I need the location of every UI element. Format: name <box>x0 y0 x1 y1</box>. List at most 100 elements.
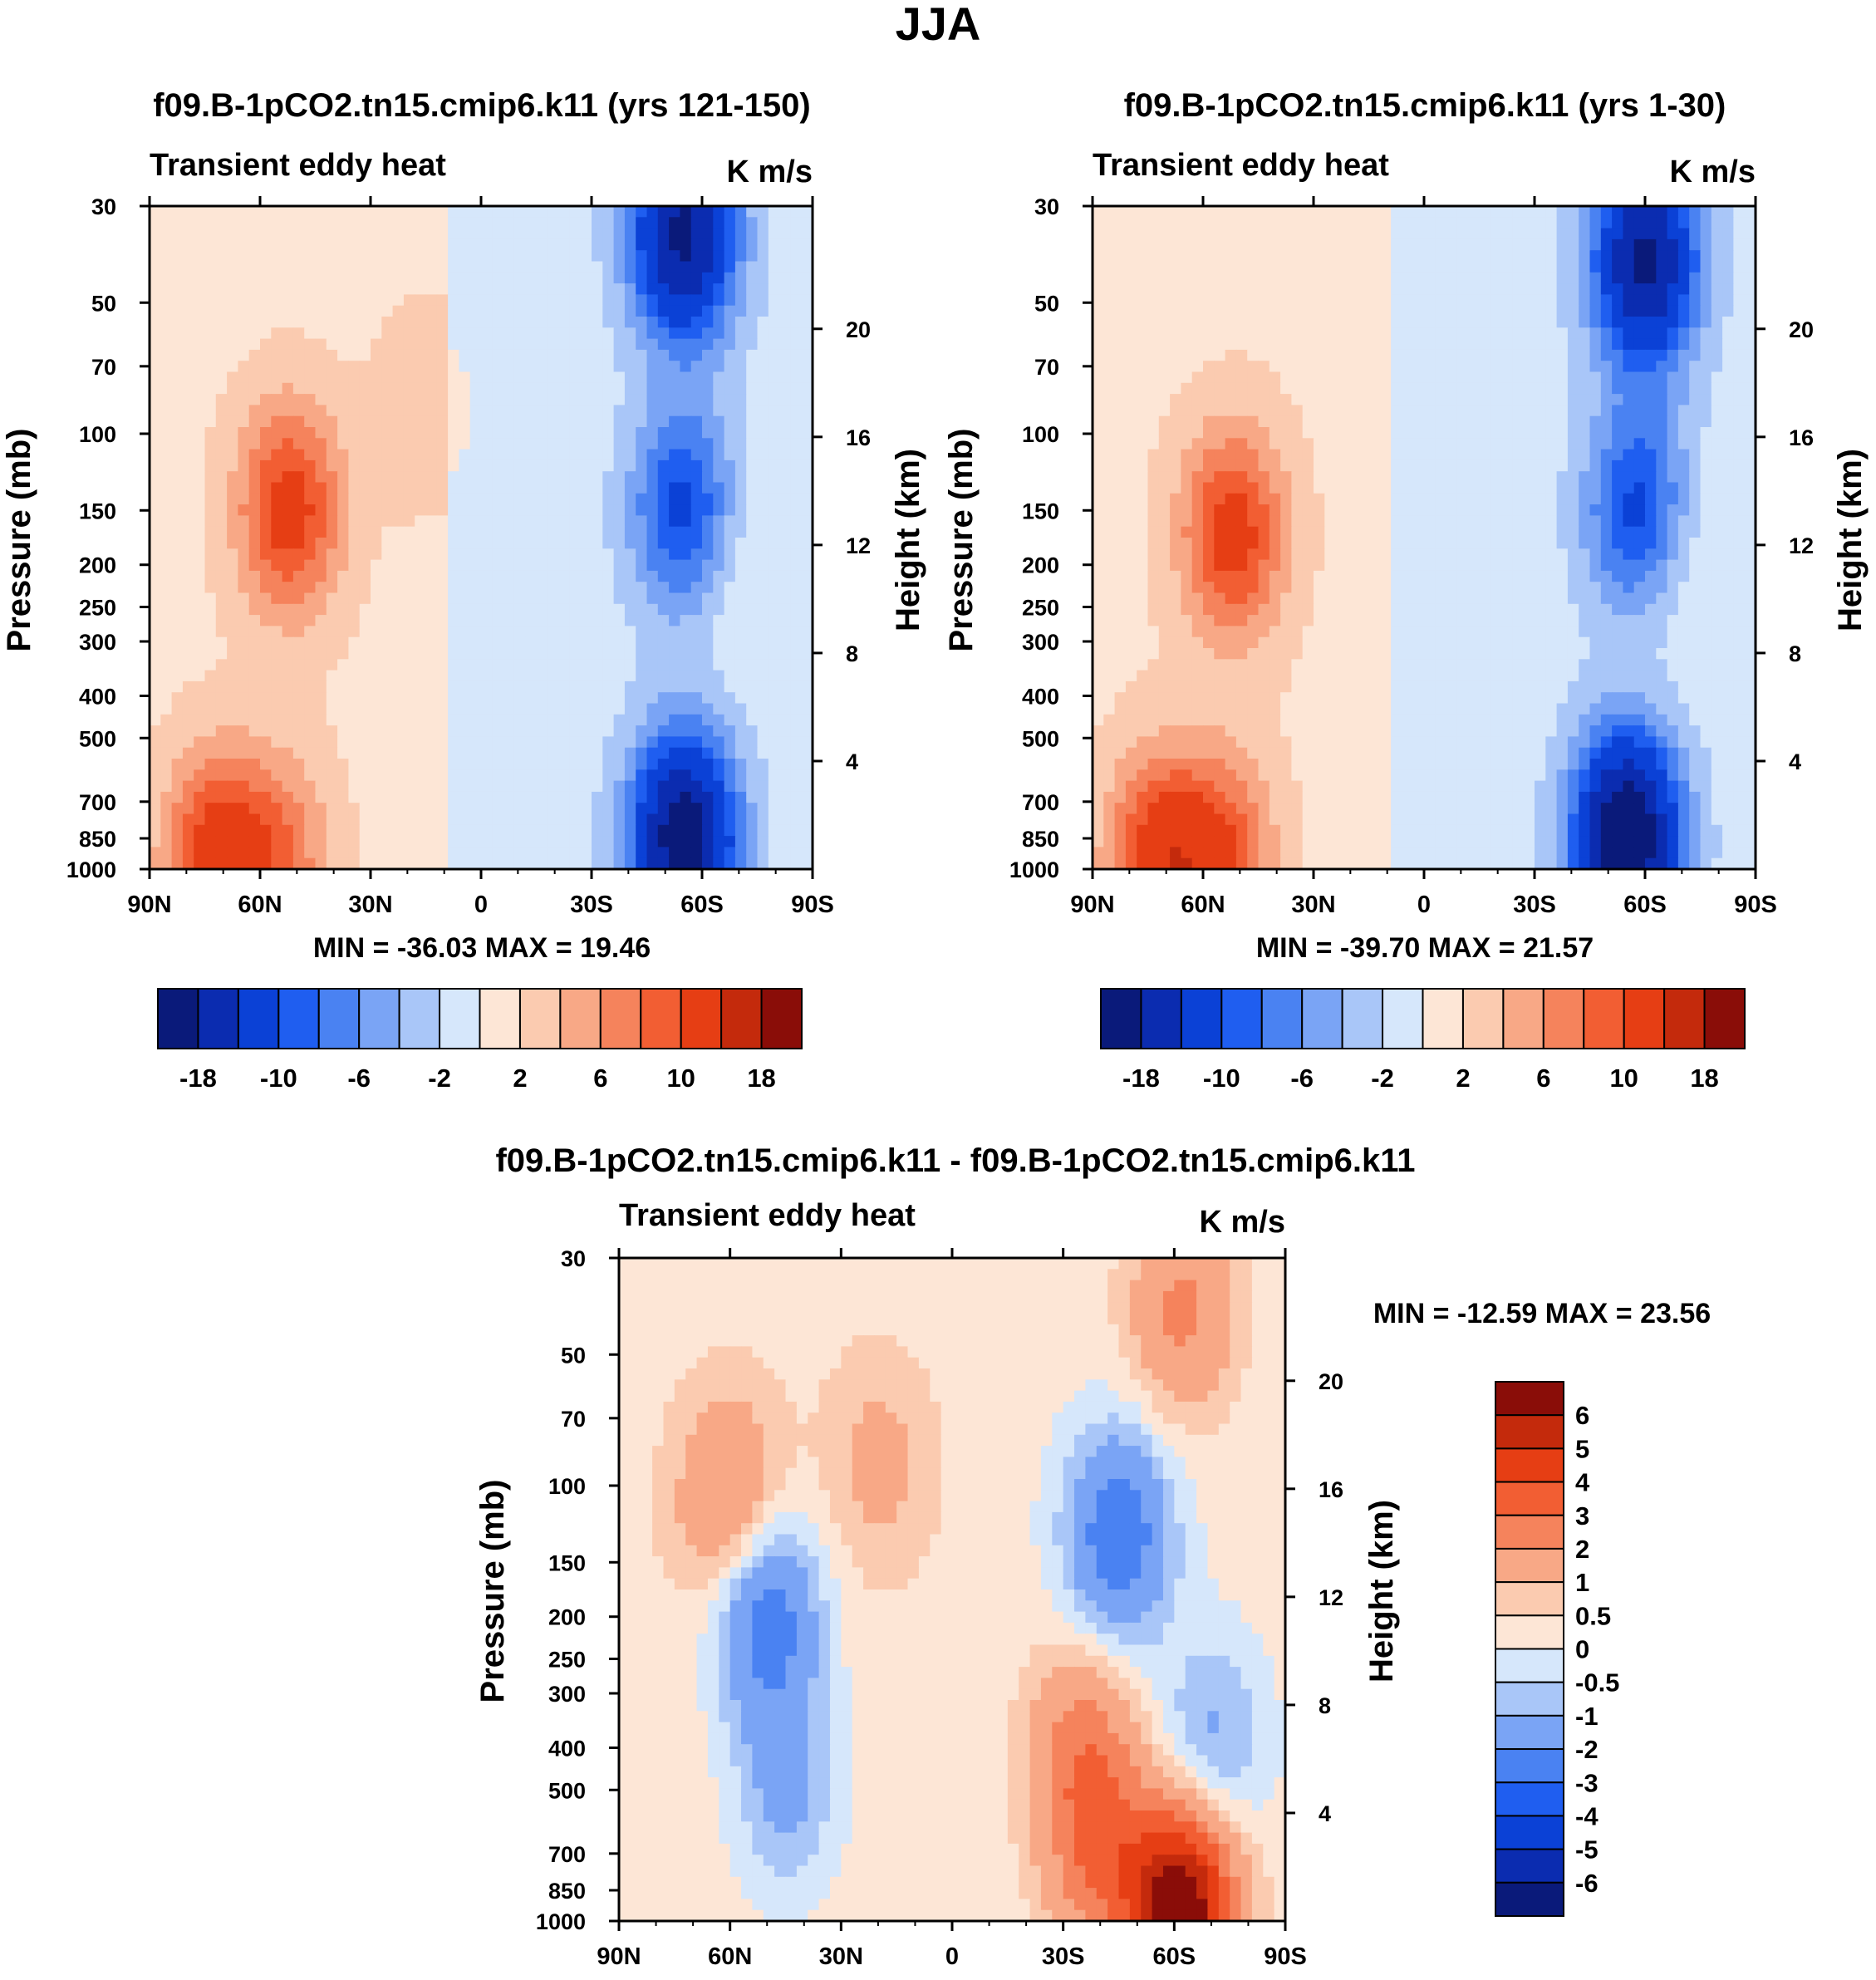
field-cell <box>371 648 382 660</box>
field-cell <box>260 648 272 660</box>
field-cell <box>1711 272 1723 284</box>
field-cell <box>790 504 803 516</box>
field-cell <box>1501 349 1513 361</box>
field-cell <box>425 459 438 472</box>
field-cell <box>1391 415 1402 428</box>
field-cell <box>558 294 570 307</box>
field-cell <box>415 438 427 450</box>
field-cell <box>348 769 361 782</box>
field-cell <box>436 747 449 759</box>
field-cell <box>492 836 504 848</box>
field-cell <box>680 548 692 561</box>
field-cell <box>194 791 206 803</box>
field-cell <box>1535 317 1546 328</box>
field-cell <box>680 636 692 649</box>
field-cell <box>624 338 636 351</box>
field-cell <box>613 261 626 273</box>
field-cell <box>481 349 493 361</box>
field-cell <box>702 636 714 649</box>
field-cell <box>779 857 791 870</box>
field-cell <box>646 615 659 626</box>
field-cell <box>436 824 449 837</box>
field-cell <box>757 250 769 263</box>
field-cell <box>602 603 615 616</box>
field-cell <box>204 813 217 826</box>
field-cell <box>436 703 449 715</box>
field-cell <box>734 626 747 638</box>
field-cell <box>1391 338 1402 351</box>
field-cell <box>1191 272 1204 284</box>
field-cell <box>359 615 371 626</box>
field-cell <box>182 438 194 450</box>
field-cell <box>1435 283 1447 295</box>
field-cell <box>271 824 283 837</box>
field-cell <box>768 415 780 428</box>
field-cell <box>194 803 206 815</box>
field-cell <box>1700 294 1712 307</box>
field-cell <box>525 438 538 450</box>
field-cell <box>768 405 780 417</box>
field-cell <box>713 327 725 340</box>
field-cell <box>469 427 482 439</box>
field-cell <box>1744 338 1756 351</box>
field-cell <box>757 570 769 582</box>
field-cell <box>182 471 194 484</box>
field-cell <box>690 261 703 273</box>
field-cell <box>371 283 382 295</box>
field-cell <box>1302 382 1314 395</box>
field-cell <box>1191 371 1204 384</box>
colorbar-box <box>640 988 682 1049</box>
field-cell <box>403 582 415 594</box>
field-cell <box>337 615 349 626</box>
field-cell <box>227 824 238 837</box>
field-cell <box>227 327 238 340</box>
field-cell <box>1214 349 1226 361</box>
field-cell <box>801 648 813 660</box>
field-cell <box>513 459 526 472</box>
field-cell <box>337 769 349 782</box>
field-cell <box>403 714 415 726</box>
field-cell <box>569 482 582 494</box>
field-cell <box>1689 317 1702 328</box>
field-cell <box>403 493 415 505</box>
field-cell <box>1280 305 1292 317</box>
field-cell <box>690 548 703 561</box>
field-cell <box>801 405 813 417</box>
field-cell <box>513 725 526 737</box>
field-cell <box>592 538 603 549</box>
field-cell <box>768 283 780 295</box>
field-cell <box>150 747 161 759</box>
field-cell <box>724 526 736 538</box>
field-cell <box>547 780 559 793</box>
field-cell <box>492 338 504 351</box>
field-cell <box>1656 217 1668 229</box>
field-cell <box>348 736 361 749</box>
field-cell <box>436 759 449 770</box>
field-cell <box>536 228 548 240</box>
field-cell <box>215 305 228 317</box>
field-cell <box>503 382 515 395</box>
field-cell <box>558 592 570 605</box>
field-cell <box>1203 317 1215 328</box>
field-cell <box>757 857 769 870</box>
field-cell <box>602 317 615 328</box>
field-cell <box>392 836 405 848</box>
field-cell <box>1645 305 1657 317</box>
field-cell <box>1523 361 1535 373</box>
field-cell <box>680 759 692 770</box>
field-cell <box>481 769 493 782</box>
field-cell <box>790 659 803 671</box>
field-cell <box>669 415 680 428</box>
field-cell <box>734 857 747 870</box>
field-cell <box>1358 250 1370 263</box>
field-cell <box>768 714 780 726</box>
field-cell <box>569 471 582 484</box>
field-cell <box>171 449 184 461</box>
field-cell <box>1125 415 1137 428</box>
field-cell <box>602 504 615 516</box>
field-cell <box>459 714 471 726</box>
field-cell <box>292 217 305 229</box>
field-cell <box>713 371 725 384</box>
field-cell <box>724 206 736 218</box>
field-cell <box>636 327 648 340</box>
